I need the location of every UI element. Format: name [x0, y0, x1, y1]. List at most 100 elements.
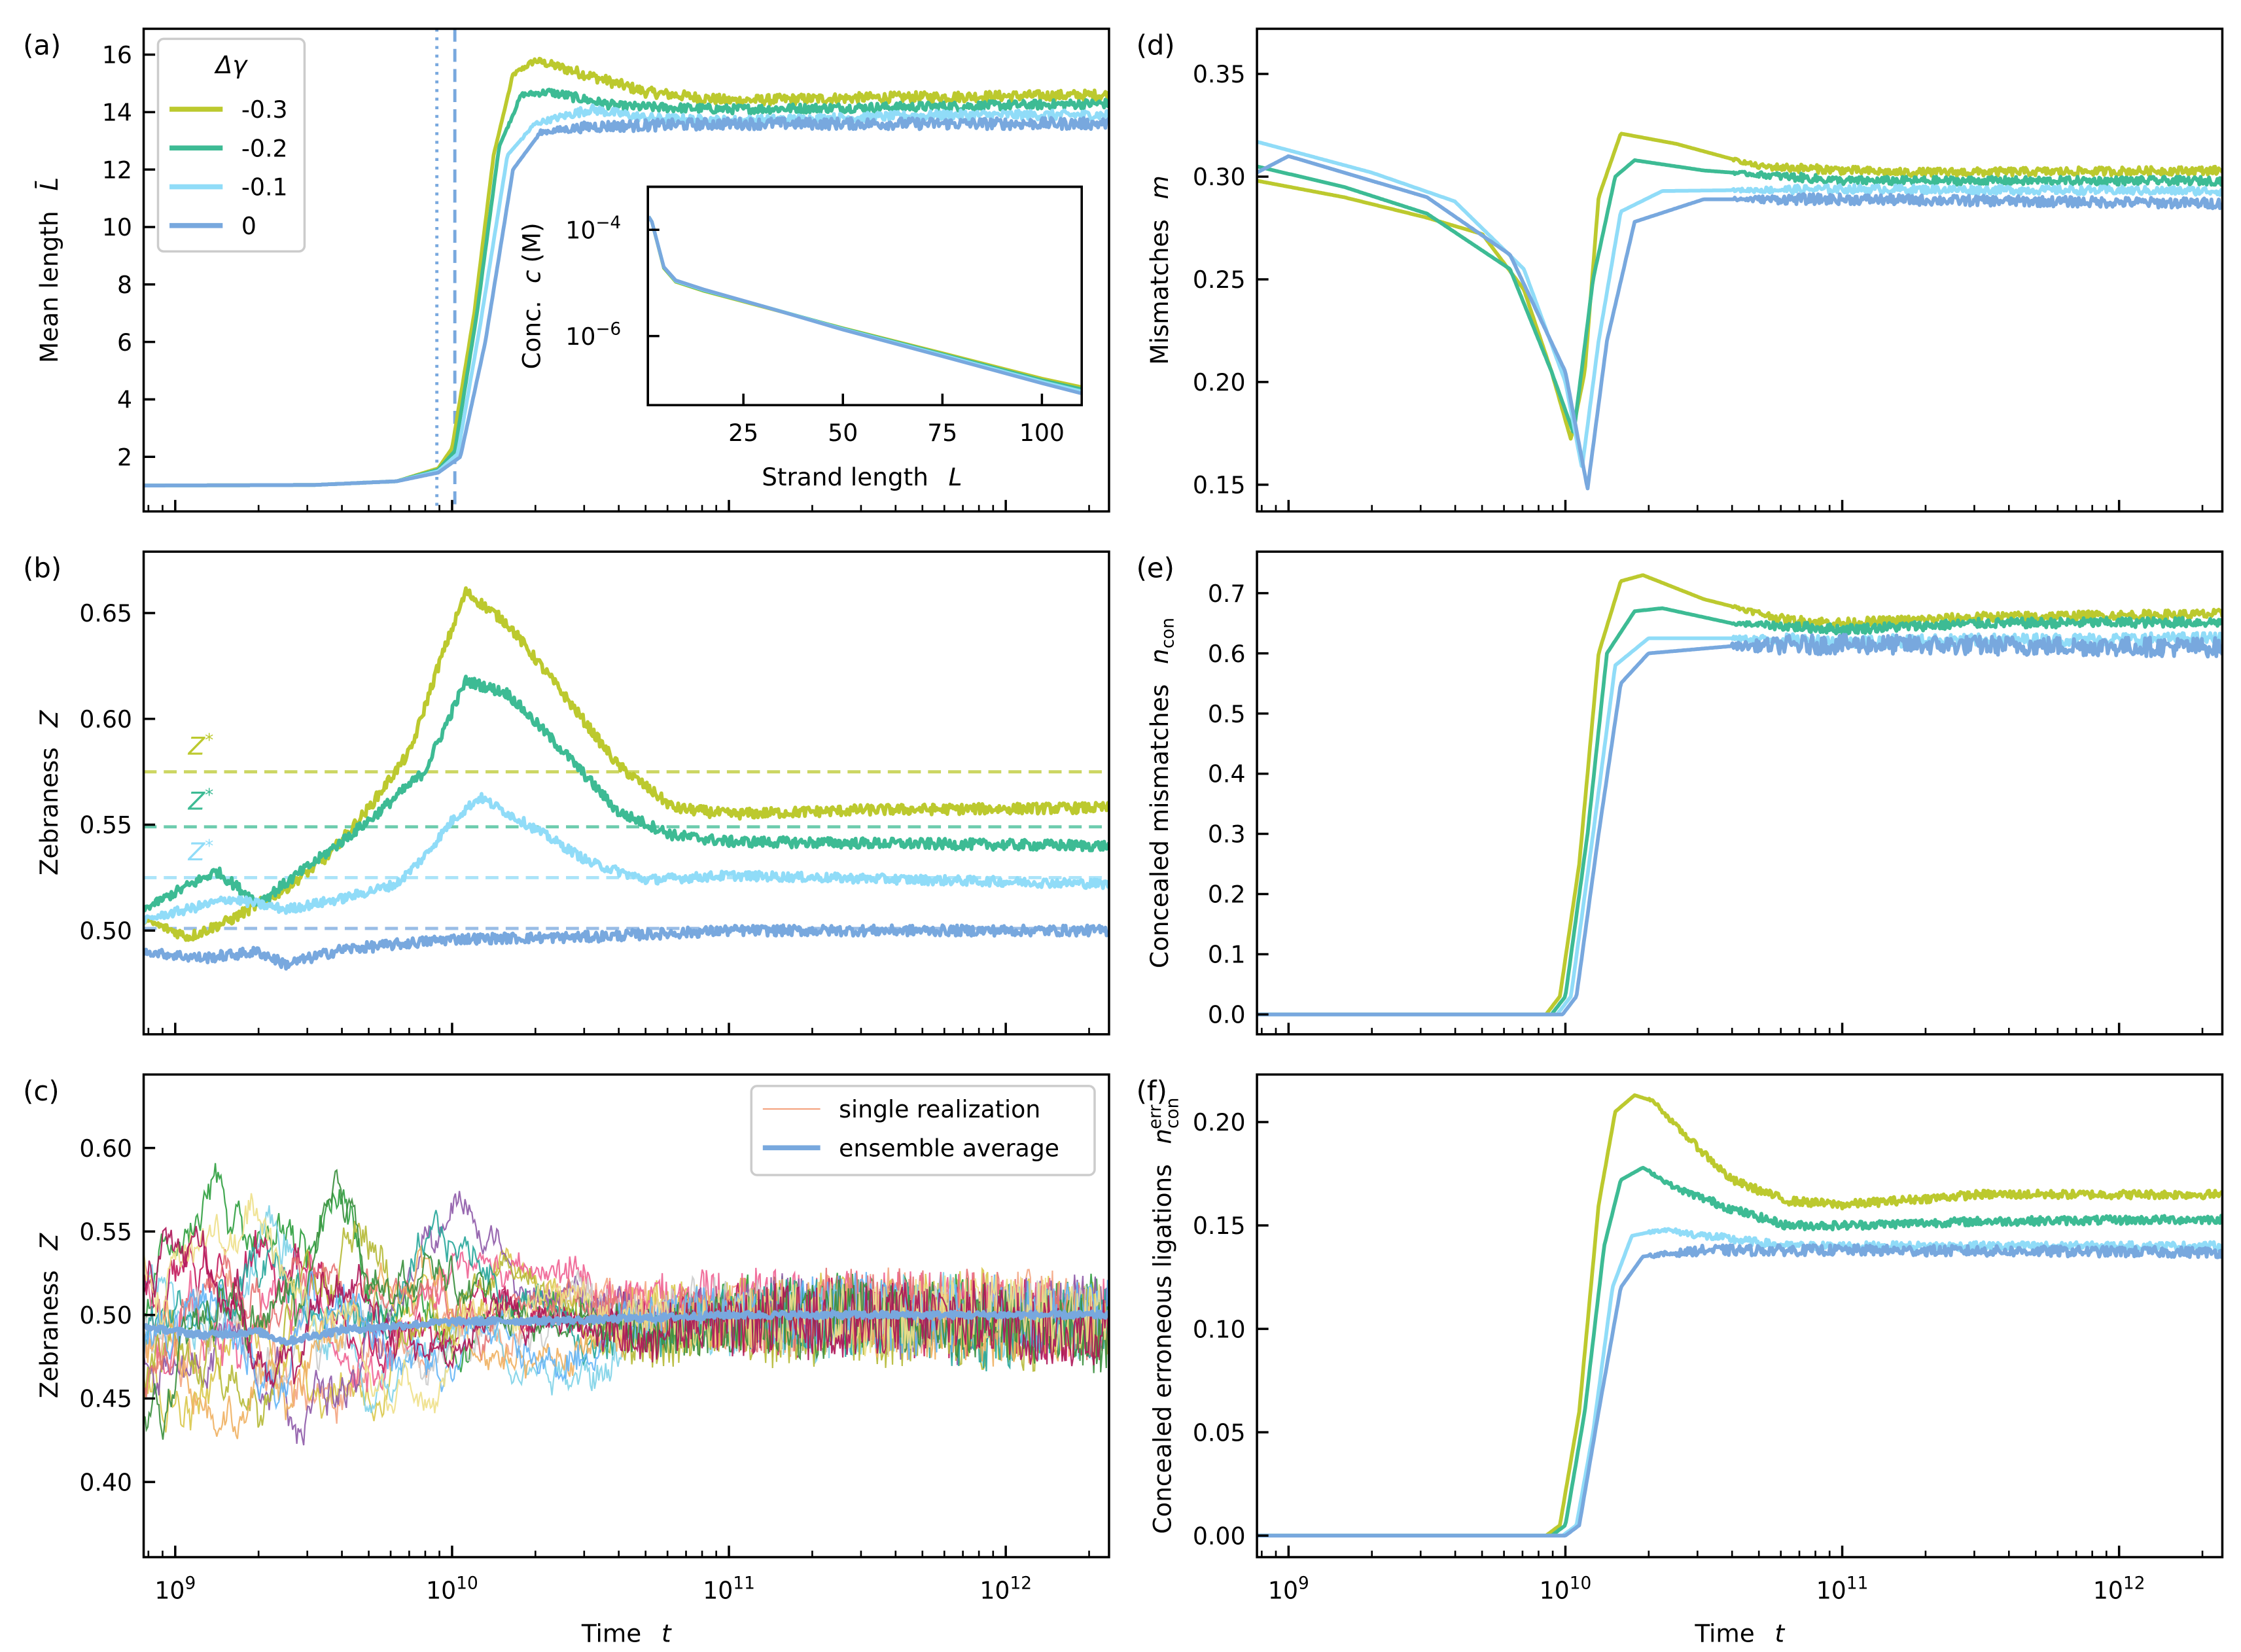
- series-line--0.3: [1257, 132, 2223, 441]
- legend: Δγ -0.3 -0.2 -0.1 0: [156, 37, 306, 253]
- y-tick-label: 0.10: [1193, 1315, 1246, 1343]
- plot-area: [1257, 132, 2223, 491]
- x-axis-label: Time t: [581, 1619, 672, 1648]
- series-line-ensemble average: [143, 1309, 1109, 1346]
- y-tick-label: 14: [102, 99, 132, 127]
- y-tick-label: 0.00: [1193, 1522, 1246, 1550]
- x-tick-label: 1012: [2093, 1573, 2145, 1604]
- legend-label: -0.2: [241, 134, 288, 162]
- y-tick-label: 0.40: [79, 1468, 132, 1496]
- panel-label: (e): [1137, 552, 1174, 584]
- series-line--0.2: [1257, 158, 2223, 434]
- series-line--0.2: [1257, 1165, 2223, 1538]
- axes-frame: [142, 27, 1110, 513]
- y-tick-label: 0.60: [79, 705, 132, 733]
- y-axis-label: Mismatchesm: [1145, 175, 1174, 365]
- series-line--0.1: [1257, 139, 2223, 468]
- threshold-label: Z*: [188, 786, 214, 815]
- y-tick-label: 0.45: [79, 1385, 132, 1413]
- y-tick-label: 0.15: [1193, 1212, 1246, 1240]
- series-line-0: [143, 116, 1109, 488]
- axes-frame: [1256, 27, 2224, 513]
- y-tick-label: 0.05: [1193, 1418, 1246, 1447]
- y-axis-label: ZebranessZ: [35, 1233, 63, 1399]
- series-line-0: [1257, 633, 2223, 1017]
- panel-a: 2 4 6 8 10 12 14 16 Mean lengthL̄ (a) Δγ -0.3 -0.2 -0…: [23, 27, 1110, 513]
- series-line--0.3: [1257, 1093, 2223, 1538]
- panel-label: (d): [1137, 29, 1175, 62]
- inset-y-tick-label: 10−4: [565, 213, 621, 244]
- series-line--0.2: [1257, 606, 2223, 1017]
- y-axis-label: ZebranessZ: [35, 709, 63, 875]
- y-tick-label: 16: [102, 41, 132, 69]
- inset-x-tick-label: 50: [828, 419, 858, 447]
- y-tick-label: 0.0: [1208, 1001, 1246, 1029]
- x-tick-label: 1010: [426, 1573, 478, 1604]
- threshold-label: Z*: [188, 731, 214, 760]
- y-tick-label: 0.30: [1193, 163, 1246, 191]
- y-tick-label: 0.6: [1208, 640, 1246, 668]
- inset-x-tick-label: 25: [728, 419, 758, 447]
- axes-frame: [1256, 1073, 2224, 1558]
- plot-area: [1257, 1093, 2223, 1538]
- x-tick-label: 1011: [703, 1573, 755, 1604]
- realization-line: [143, 1244, 1109, 1439]
- x-axis-label: Time t: [1694, 1619, 1785, 1648]
- x-tick-label: 1010: [1540, 1573, 1592, 1604]
- y-tick-label: 0.15: [1193, 471, 1246, 499]
- y-tick-label: 0.65: [79, 599, 132, 627]
- inset: 25 50 75 100 10−4 10−6 Strand length L Conc.c(M): [518, 185, 1083, 491]
- series-line-0: [1257, 154, 2223, 491]
- y-tick-label: 0.20: [1193, 1108, 1246, 1136]
- panel-b: Z* Z* Z* 0.50 0.55 0.60 0.65 ZebranessZ (b): [23, 550, 1110, 1036]
- panel-label: (f): [1137, 1075, 1167, 1107]
- inset-x-tick-label: 100: [1019, 419, 1065, 447]
- y-tick-label: 0.25: [1193, 266, 1246, 294]
- y-tick-label: 8: [117, 271, 132, 299]
- plot-area: [143, 28, 1109, 512]
- x-tick-label: 1012: [979, 1573, 1032, 1604]
- y-tick-label: 4: [117, 386, 132, 414]
- y-tick-label: 0.35: [1193, 60, 1246, 88]
- y-tick-label: 0.55: [79, 811, 132, 839]
- panel-label: (c): [23, 1075, 59, 1107]
- threshold-label: Z*: [188, 837, 214, 866]
- y-tick-label: 0.4: [1208, 760, 1246, 788]
- x-tick-label: 109: [1268, 1573, 1309, 1604]
- y-tick-label: 12: [102, 156, 132, 184]
- y-axis-label: Mean lengthL̄: [35, 177, 63, 363]
- series-line--0.1: [1257, 631, 2223, 1017]
- y-tick-label: 0.1: [1208, 941, 1246, 969]
- legend-label: -0.3: [241, 96, 288, 124]
- y-tick-label: 0.5: [1208, 700, 1246, 728]
- axes-frame: [1256, 550, 2224, 1036]
- panel-e: 0.0 0.1 0.2 0.3 0.4 0.5 0.6 0.7 Concealed mismat…: [1137, 550, 2224, 1036]
- plot-area: [1257, 573, 2223, 1017]
- legend: single realization ensemble average: [750, 1085, 1096, 1176]
- panel-d: 0.15 0.20 0.25 0.30 0.35 Mismatchesm (d): [1137, 27, 2224, 513]
- y-tick-label: 2: [117, 443, 132, 471]
- inset-series-0: [648, 215, 1082, 395]
- series-line-0: [143, 923, 1109, 971]
- y-tick-label: 0.55: [79, 1218, 132, 1246]
- legend-label: ensemble average: [839, 1134, 1059, 1162]
- inset-y-tick-label: 10−6: [565, 319, 621, 350]
- plot-area: [143, 586, 1109, 971]
- plot-area: [143, 1163, 1109, 1446]
- y-tick-label: 6: [117, 328, 132, 357]
- series-line-0: [1257, 1243, 2223, 1538]
- y-tick-label: 10: [102, 213, 132, 241]
- y-axis-label: Concealed erroneous ligationsnconerr: [1146, 1098, 1182, 1534]
- x-tick-label: 109: [154, 1573, 196, 1604]
- series-line--0.1: [1257, 1227, 2223, 1538]
- y-tick-label: 0.20: [1193, 368, 1246, 396]
- y-tick-label: 0.3: [1208, 820, 1246, 849]
- legend-label: 0: [241, 212, 256, 240]
- y-tick-label: 0.7: [1208, 580, 1246, 608]
- series-line--0.2: [143, 675, 1109, 913]
- axes-frame: [142, 550, 1110, 1036]
- inset-y-label: Conc.c(M): [518, 222, 546, 369]
- inset-x-label: Strand length L: [762, 463, 962, 491]
- y-axis-label: Concealed mismatchesncon: [1145, 618, 1178, 968]
